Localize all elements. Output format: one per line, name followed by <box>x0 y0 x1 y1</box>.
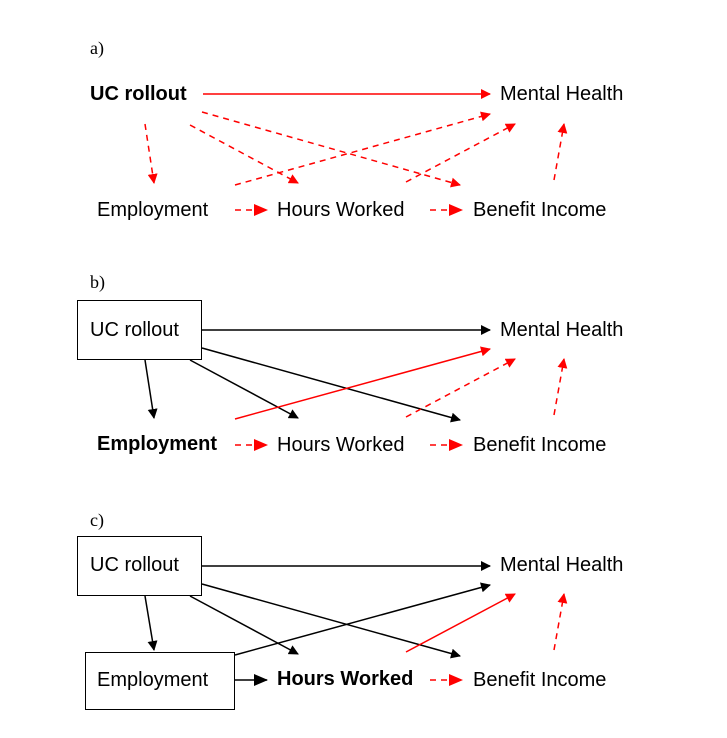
arrow-a-uc-to-hours-worked <box>189 124 299 184</box>
panel-a-uc-rollout-node: UC rollout <box>90 83 187 105</box>
panel-a-mental-health-node: Mental Health <box>500 83 624 105</box>
panel-b-label: b) <box>90 272 105 292</box>
panel-c-uc-rollout-box <box>77 536 202 596</box>
arrow-b-uc-to-benefit-income <box>201 347 461 423</box>
arrow-c-uc-to-employment <box>144 595 158 651</box>
arrow-c-hours-to-mental-health <box>405 593 516 653</box>
arrow-b-hours-to-mental-health <box>405 358 516 418</box>
arrow-c-uc-to-hours-worked <box>189 595 299 655</box>
panel-a-employment-node: Employment <box>97 199 209 221</box>
panel-c-employment-box <box>85 652 235 710</box>
panel-c-mental-health-node: Mental Health <box>500 554 624 576</box>
arrow-a-hours-to-mental-health <box>405 123 516 183</box>
panel-a-hours-worked-node: Hours Worked <box>277 199 405 221</box>
panel-a-label: a) <box>90 38 104 58</box>
arrow-a-uc-to-benefit-income <box>201 111 461 188</box>
panel-b-arrows <box>144 325 568 451</box>
arrow-b-uc-to-hours-worked <box>189 359 299 419</box>
panel-c-benefit-income-node: Benefit Income <box>473 669 607 691</box>
panel-b-hours-worked-node: Hours Worked <box>277 434 405 456</box>
panel-a-benefit-income-node: Benefit Income <box>473 199 607 221</box>
panel-b-uc-rollout-box <box>77 300 202 360</box>
panel-b-mental-health-node: Mental Health <box>500 319 624 341</box>
panel-c-uc-rollout-node: UC rollout <box>90 554 179 576</box>
panel-c-employment-node: Employment <box>97 669 209 691</box>
panel-c-label: c) <box>90 510 104 530</box>
panel-b-uc-rollout-node: UC rollout <box>90 319 179 341</box>
panel-c-hours-worked-node: Hours Worked <box>277 668 414 690</box>
arrow-a-employment-to-mental-health <box>234 111 491 186</box>
panel-c-arrows <box>144 561 568 686</box>
arrow-c-benefit-to-mental-health <box>553 593 568 651</box>
panel-a-arrows <box>144 89 568 216</box>
arrow-b-employment-to-mental-health <box>234 346 491 420</box>
arrow-a-benefit-to-mental-health <box>553 123 568 181</box>
arrow-b-benefit-to-mental-health <box>553 358 568 416</box>
panel-b-employment-node: Employment <box>97 433 218 455</box>
arrow-c-uc-to-benefit-income <box>201 583 461 659</box>
arrow-b-uc-to-employment <box>144 359 158 419</box>
panel-b-benefit-income-node: Benefit Income <box>473 434 607 456</box>
arrow-c-employment-to-mental-health <box>234 582 491 656</box>
arrow-a-uc-to-employment <box>144 123 158 184</box>
